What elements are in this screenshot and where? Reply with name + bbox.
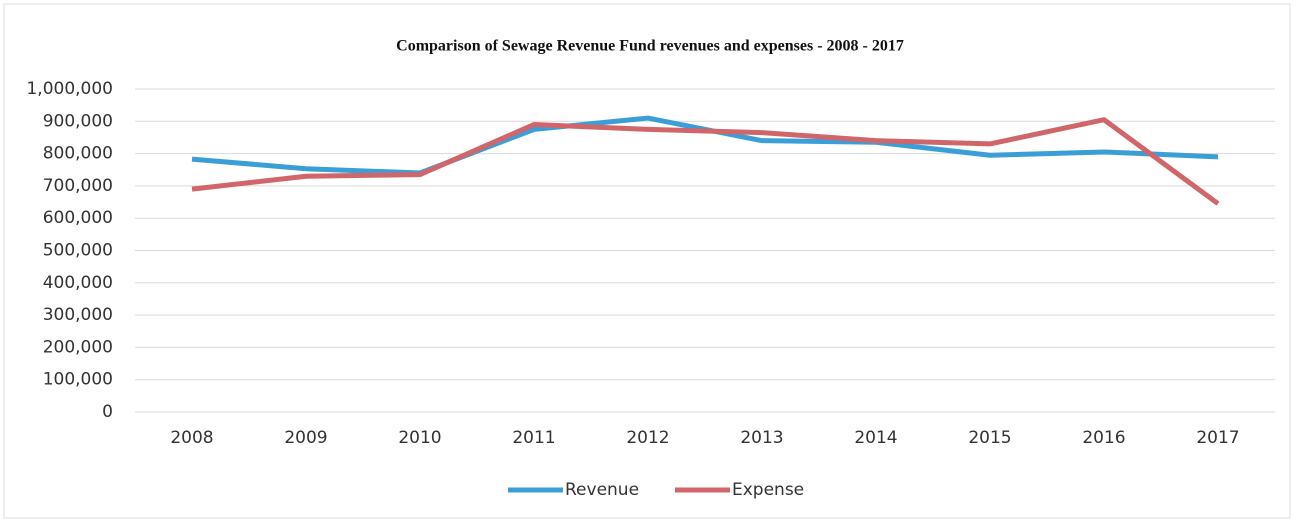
x-tick-label: 2013 (740, 428, 783, 448)
legend-label: Revenue (565, 480, 639, 500)
x-tick-label: 2017 (1196, 428, 1239, 448)
y-tick-label: 400,000 (43, 273, 113, 293)
chart-title: Comparison of Sewage Revenue Fund revenu… (396, 38, 904, 55)
y-tick-label: 200,000 (43, 337, 113, 357)
x-tick-label: 2009 (284, 428, 327, 448)
y-tick-label: 800,000 (43, 144, 113, 164)
y-tick-label: 500,000 (43, 241, 113, 261)
x-tick-label: 2015 (968, 428, 1011, 448)
y-tick-label: 1,000,000 (26, 79, 113, 99)
y-tick-label: 900,000 (43, 111, 113, 131)
chart-frame (3, 3, 1291, 519)
legend-label: Expense (732, 480, 804, 500)
y-tick-label: 700,000 (43, 176, 113, 196)
y-tick-label: 100,000 (43, 370, 113, 390)
y-tick-label: 0 (102, 402, 113, 422)
series-line (191, 117, 1220, 206)
x-tick-label: 2016 (1082, 428, 1125, 448)
x-tick-label: 2008 (170, 428, 213, 448)
x-tick-label: 2014 (854, 428, 897, 448)
x-tick-label: 2010 (398, 428, 441, 448)
x-tick-label: 2012 (626, 428, 669, 448)
x-tick-label: 2011 (512, 428, 555, 448)
y-tick-label: 600,000 (43, 208, 113, 228)
y-tick-label: 300,000 (43, 305, 113, 325)
